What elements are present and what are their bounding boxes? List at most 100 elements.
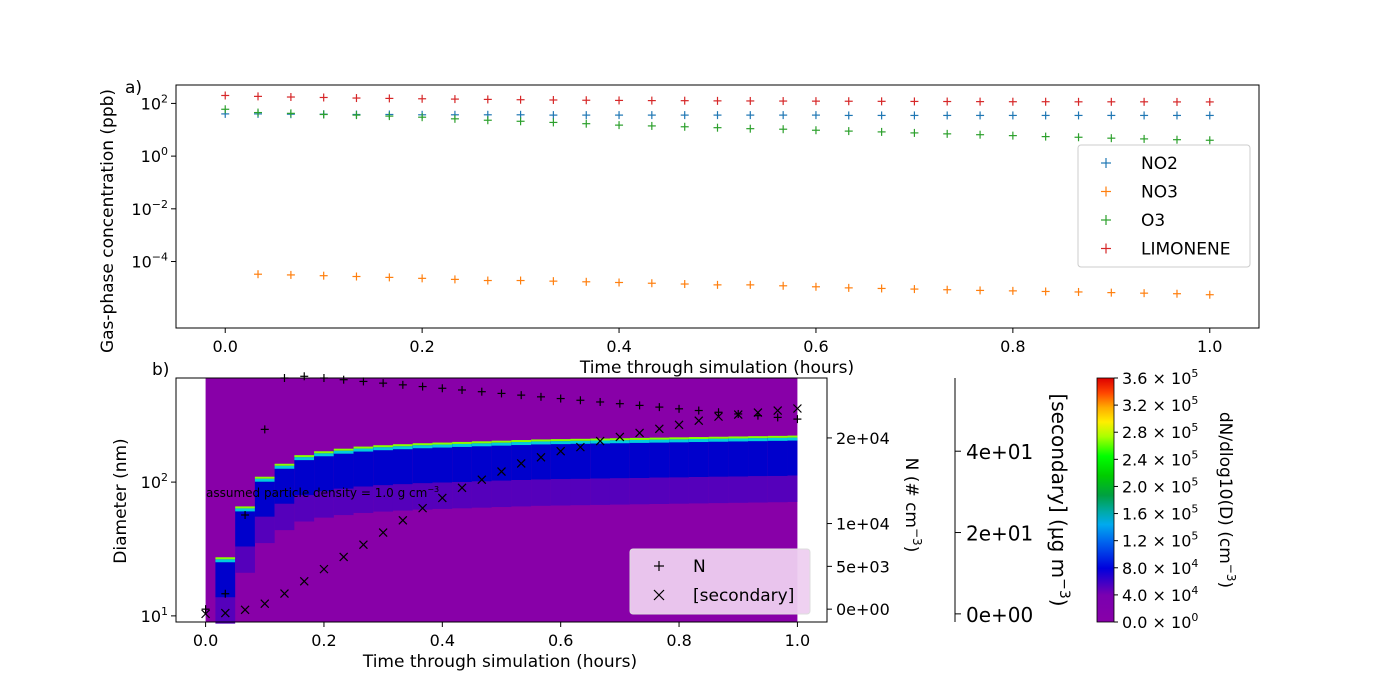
n-point	[458, 385, 467, 394]
series-point-no2	[680, 111, 689, 120]
series-point-o3	[713, 123, 722, 132]
heatmap-mode-peak	[511, 440, 532, 443]
series-point-limonene	[976, 97, 985, 106]
series-point-limonene	[1140, 97, 1149, 106]
series-point-o3	[385, 112, 394, 121]
series-point-no3	[1140, 289, 1149, 298]
heatmap-mode-band	[294, 457, 315, 496]
heatmap-mode-peak	[274, 463, 295, 466]
heatmap-mode-tail	[235, 546, 255, 573]
heatmap-mode-edge	[333, 450, 354, 454]
series-point-limonene	[1074, 97, 1083, 106]
secondary-point	[398, 515, 408, 525]
heatmap-mode-peak	[649, 437, 670, 440]
series-point-no3	[811, 282, 820, 291]
secondary-axis-tick-label: 2e+01	[966, 522, 1033, 546]
series-point-no3	[286, 270, 295, 279]
panel-a-xtick-label: 0.4	[606, 337, 631, 356]
heatmap-mode-edge	[511, 442, 532, 446]
heatmap-mode-tail	[511, 480, 532, 507]
heatmap-mode-peak	[254, 476, 275, 479]
series-point-o3	[221, 105, 230, 114]
panel-b-legend: N [secondary]	[629, 548, 811, 615]
heatmap-mode-band	[649, 439, 670, 478]
series-point-limonene	[418, 94, 427, 103]
heatmap-mode-peak	[491, 440, 512, 443]
series-point-o3	[877, 127, 886, 136]
series-point-limonene	[811, 97, 820, 106]
n-point	[339, 375, 348, 384]
heatmap-mode-peak	[452, 441, 472, 444]
colorbar-tick-label: 1.2 × 105	[1122, 530, 1198, 551]
secondary-point	[516, 458, 526, 468]
series-point-o3	[1074, 133, 1083, 142]
n-point	[635, 401, 644, 410]
series-point-limonene	[680, 96, 689, 105]
heatmap-mode-band	[550, 441, 571, 480]
heatmap-mode-tail	[333, 488, 354, 516]
series-point-limonene	[713, 96, 722, 105]
panel-b-label: b)	[152, 360, 169, 380]
heatmap-mode-tail	[609, 478, 630, 505]
heatmap-mode-band	[353, 448, 374, 487]
panel-b-ticks: 0.0 0.2 0.4 0.6 0.8 1.0 101 102 0e+00 5e+03 1e+04 2…	[141, 429, 890, 650]
series-point-no2	[1074, 111, 1083, 120]
series-point-limonene	[450, 95, 459, 104]
secondary-point	[536, 452, 546, 462]
heatmap-mode-edge	[452, 443, 472, 447]
panel-a-ylabel: Gas-phase concentration (ppb)	[98, 89, 118, 353]
secondary-point	[299, 576, 309, 586]
heatmap-mode-edge	[432, 444, 453, 448]
heatmap-mode-edge	[314, 453, 334, 457]
heatmap-mode-edge	[373, 447, 394, 451]
n-point	[675, 404, 684, 413]
heatmap-mode-peak	[235, 506, 255, 509]
secondary-point	[240, 605, 250, 615]
series-point-no2	[1140, 111, 1149, 120]
series-point-o3	[582, 119, 591, 128]
heatmap-mode-peak	[590, 438, 611, 441]
heatmap-mode-edge	[471, 443, 492, 447]
secondary-point	[654, 424, 664, 434]
n-point	[477, 387, 486, 396]
series-point-o3	[1008, 131, 1017, 140]
series-point-limonene	[615, 96, 624, 105]
panel-b-annotation: assumed particle density = 1.0 g cm−3	[206, 485, 439, 500]
heatmap-mode-band	[629, 439, 650, 479]
series-point-no3	[1107, 288, 1116, 297]
series-point-no2	[1008, 111, 1017, 120]
series-point-no2	[976, 111, 985, 120]
heatmap-mode-edge	[491, 442, 512, 446]
heatmap-mode-band	[452, 443, 472, 483]
heatmap-mode-tail	[254, 516, 275, 544]
series-point-no3	[352, 272, 361, 281]
heatmap-mode-peak	[392, 444, 413, 447]
n-point	[536, 392, 545, 401]
n-point	[300, 372, 309, 381]
heatmap-mode-band	[511, 442, 532, 481]
secondary-point	[773, 406, 783, 415]
legend-marker-o3	[1101, 215, 1111, 225]
secondary-axis-tick-label: 0e+00	[966, 603, 1033, 627]
panel-b-xtick-label: 0.6	[548, 631, 573, 650]
secondary-point	[497, 467, 506, 476]
n-point	[359, 377, 368, 386]
heatmap-mode-tail	[669, 477, 689, 504]
secondary-axis-label: [secondary] (µg m−3)	[1047, 393, 1072, 606]
heatmap-mode-edge	[590, 440, 611, 444]
heatmap-mode-band	[215, 559, 236, 598]
n-point	[497, 389, 506, 398]
heatmap-mode-band	[235, 508, 255, 547]
secondary-point	[457, 483, 467, 493]
n-point	[694, 406, 703, 415]
panel-a-label: a)	[125, 78, 142, 98]
heatmap-mode-tail	[274, 503, 295, 531]
heatmap-mode-peak	[629, 437, 650, 440]
heatmap-mode-tail	[412, 483, 433, 510]
panel-a-marks	[221, 91, 1214, 299]
series-point-no3	[319, 271, 328, 280]
panel-a-ytick-label: 10−2	[131, 198, 168, 219]
series-point-no2	[811, 111, 820, 120]
series-point-no3	[844, 283, 853, 292]
legend-label-limonene: LIMONENE	[1141, 240, 1230, 260]
